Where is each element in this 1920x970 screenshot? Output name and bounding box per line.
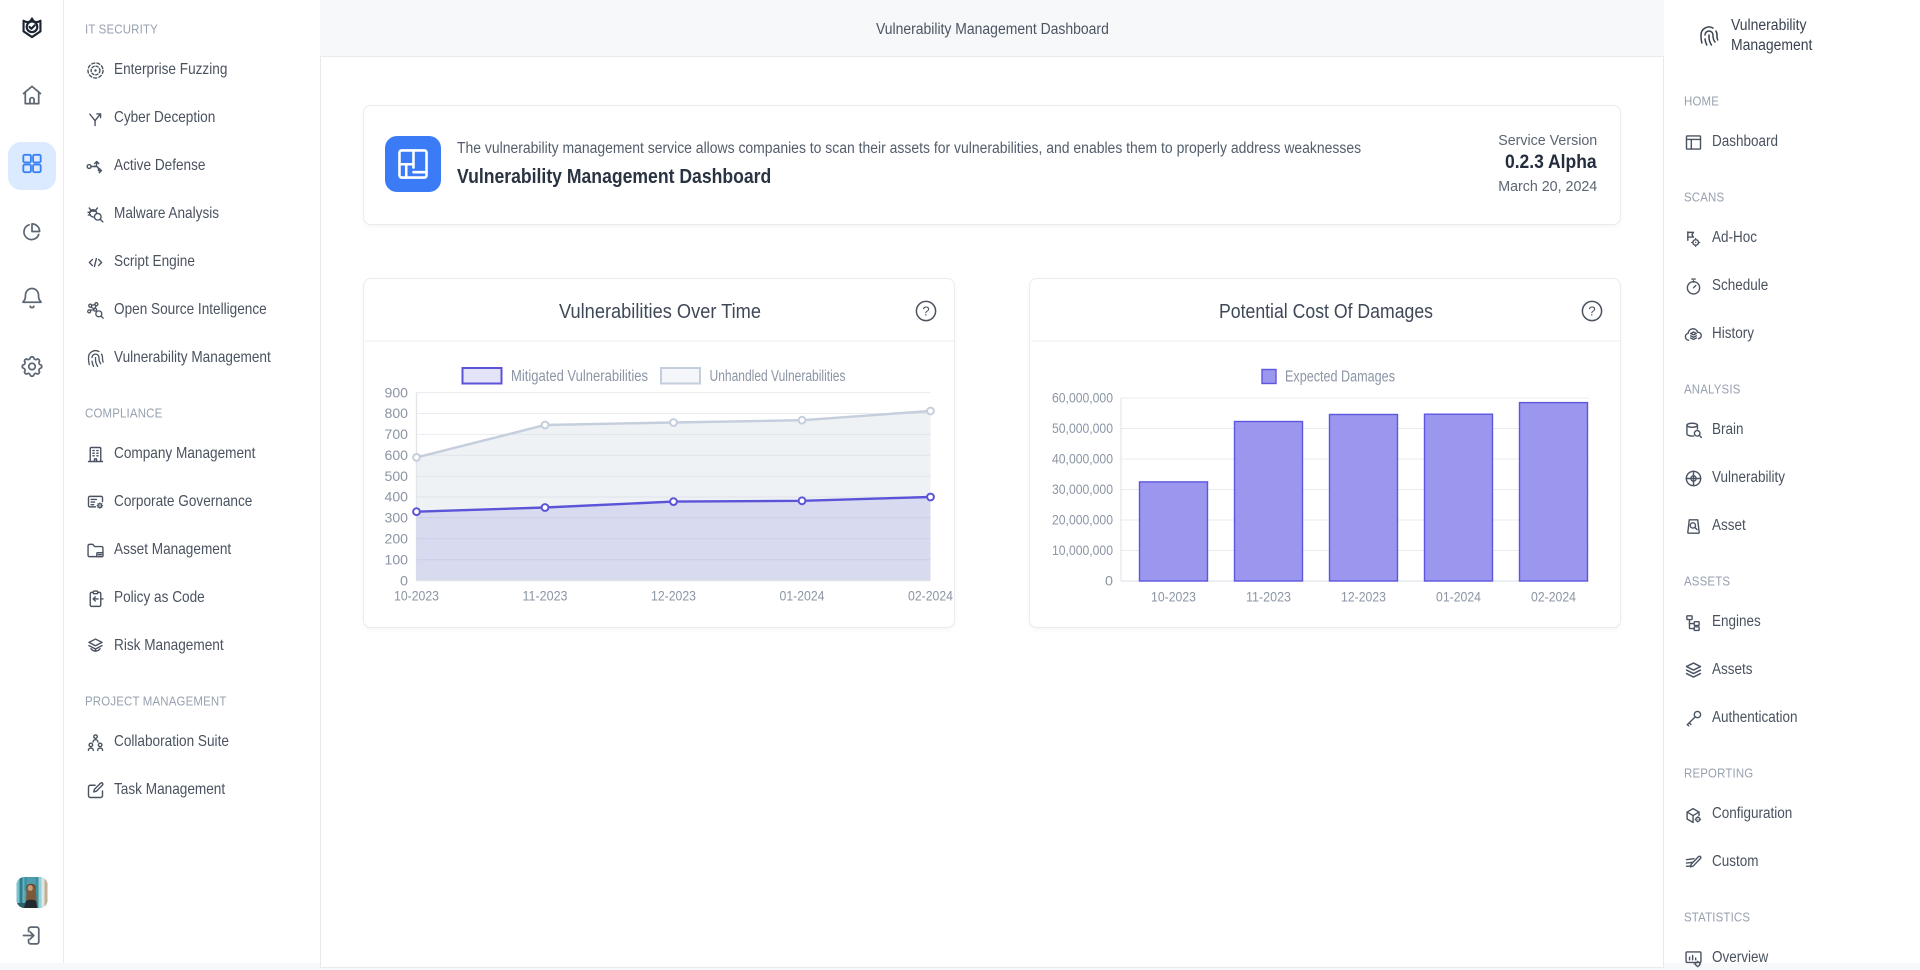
svg-text:50,000,000: 50,000,000 [1052, 420, 1113, 436]
svg-text:300: 300 [385, 510, 409, 526]
svg-text:0: 0 [400, 572, 408, 588]
svg-text:12-2023: 12-2023 [1341, 589, 1386, 605]
svg-text:02-2024: 02-2024 [908, 588, 953, 604]
svg-text:700: 700 [385, 426, 409, 442]
svg-text:10-2023: 10-2023 [394, 588, 439, 604]
svg-text:01-2024: 01-2024 [1436, 589, 1481, 605]
svg-text:40,000,000: 40,000,000 [1052, 451, 1113, 467]
svg-text:30,000,000: 30,000,000 [1052, 481, 1113, 497]
svg-text:Unhandled Vulnerabilities: Unhandled Vulnerabilities [710, 368, 846, 385]
svg-text:Potential Cost Of Damages: Potential Cost Of Damages [1219, 300, 1433, 323]
svg-text:600: 600 [385, 447, 409, 463]
svg-text:11-2023: 11-2023 [1246, 589, 1291, 605]
svg-text:500: 500 [385, 468, 409, 484]
svg-text:100: 100 [385, 551, 409, 567]
svg-text:20,000,000: 20,000,000 [1052, 512, 1113, 528]
svg-text:800: 800 [385, 405, 409, 421]
svg-text:Mitigated Vulnerabilities: Mitigated Vulnerabilities [511, 368, 648, 385]
svg-text:12-2023: 12-2023 [651, 588, 696, 604]
svg-text:?: ? [1588, 304, 1595, 319]
svg-text:200: 200 [385, 531, 409, 547]
svg-text:02-2024: 02-2024 [1531, 589, 1576, 605]
svg-text:60,000,000: 60,000,000 [1052, 390, 1113, 406]
svg-text:10,000,000: 10,000,000 [1052, 542, 1113, 558]
svg-text:0: 0 [1105, 573, 1113, 589]
svg-text:?: ? [922, 304, 929, 319]
svg-text:Expected Damages: Expected Damages [1285, 369, 1395, 386]
svg-text:Vulnerabilities Over Time: Vulnerabilities Over Time [559, 300, 761, 323]
svg-text:01-2024: 01-2024 [780, 588, 825, 604]
svg-text:11-2023: 11-2023 [523, 588, 568, 604]
svg-text:900: 900 [385, 384, 409, 400]
svg-text:10-2023: 10-2023 [1151, 589, 1196, 605]
svg-text:400: 400 [385, 489, 409, 505]
